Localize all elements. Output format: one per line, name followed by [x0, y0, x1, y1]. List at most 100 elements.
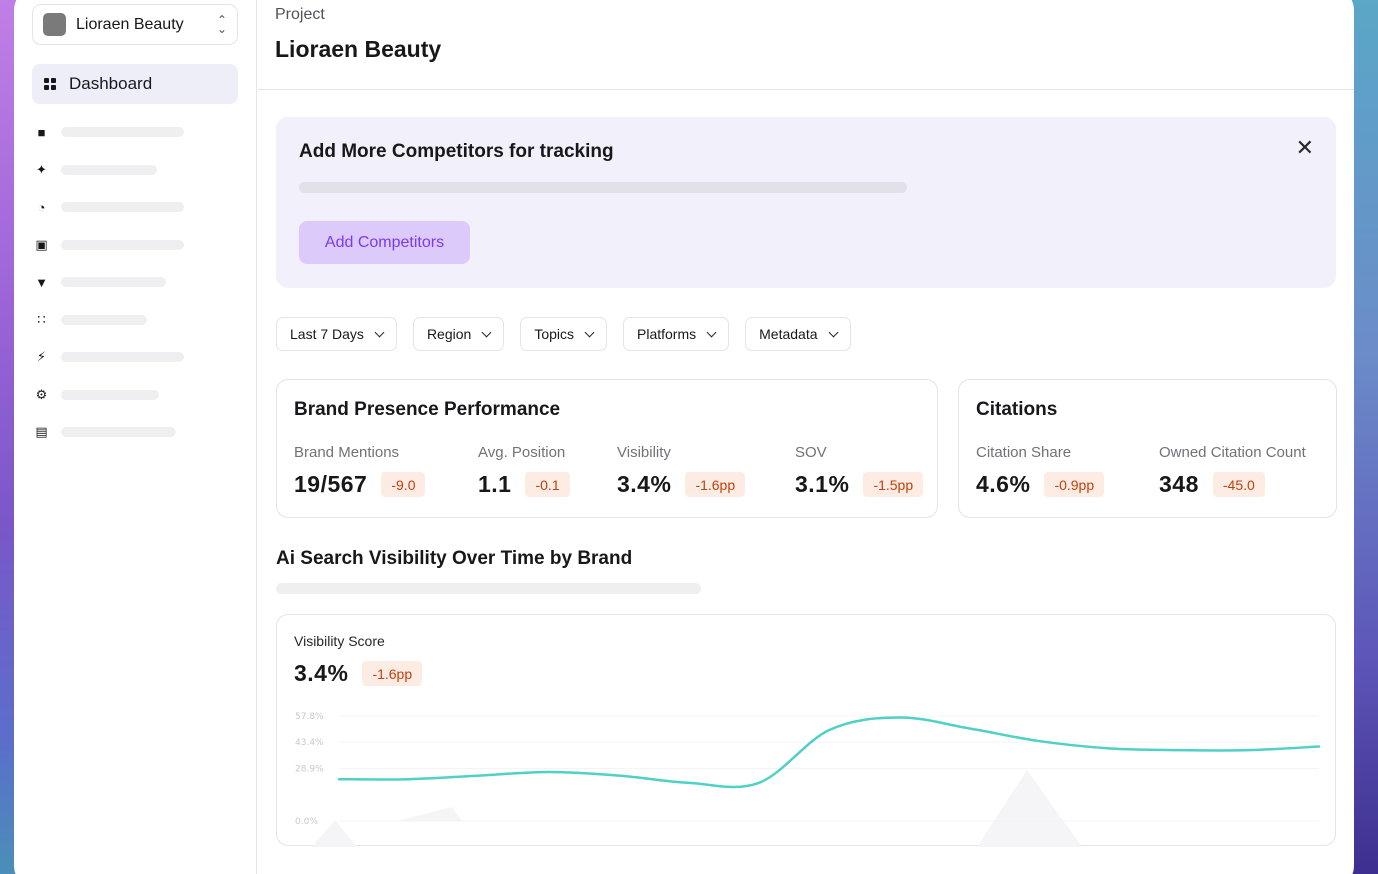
metric-value: 348: [1159, 471, 1199, 497]
y-tick-label: 0.0%: [295, 817, 318, 827]
chart-label: Visibility Score: [294, 633, 385, 649]
metric-value: 1.1: [478, 471, 512, 497]
sidebar-item[interactable]: ■: [34, 124, 184, 140]
banner-skeleton: [299, 182, 907, 193]
brand-presence-card: Brand Presence Performance Brand Mention…: [276, 379, 938, 518]
sidebar-item-skeleton: [61, 164, 157, 175]
sidebar-item-skeleton: [61, 314, 147, 325]
sidebar-item[interactable]: ⚡: [34, 349, 184, 365]
lightning-icon: ⚡: [36, 349, 47, 364]
delta-badge: -1.5pp: [863, 472, 924, 497]
metric-label: Owned Citation Count: [1159, 444, 1306, 461]
breadcrumb: Project: [275, 6, 325, 23]
sidebar: Lioraen Beauty ⌃ ⌄ Dashboard ■ ✦ ◔ ▣ ▼ ∷ ⚡ ⚙ ▤: [14, 0, 257, 874]
delta-badge: -45.0: [1212, 472, 1265, 497]
y-tick-label: 28.9%: [295, 765, 324, 775]
delta-badge: -0.1: [525, 472, 570, 497]
add-competitors-button[interactable]: Add Competitors: [299, 221, 470, 264]
metric-owned-citation-count: Owned Citation Count 348 -45.0: [1159, 444, 1306, 498]
competitors-banner: Add More Competitors for tracking Add Co…: [276, 117, 1336, 288]
background-shape: [397, 807, 462, 821]
filter-bar: Last 7 Days Region Topics Platforms Metadata: [276, 317, 851, 351]
filter-label: Metadata: [759, 326, 818, 342]
metric-label: Citation Share: [976, 444, 1072, 461]
card-title: Brand Presence Performance: [294, 399, 561, 420]
filter-label: Topics: [534, 326, 574, 342]
sidebar-item-skeleton: [61, 127, 184, 137]
sidebar-item[interactable]: ∷: [34, 312, 147, 328]
sidebar-item-skeleton: [61, 352, 184, 362]
filter-dropdown-platforms[interactable]: Platforms: [623, 317, 730, 351]
chart-value: 3.4%: [294, 660, 349, 686]
layout-icon: ▤: [35, 424, 48, 439]
citations-card: Citations Citation Share 4.6% -0.9pp Owned …: [958, 379, 1337, 518]
project-switcher[interactable]: Lioraen Beauty ⌃ ⌄: [32, 4, 238, 45]
filter-label: Region: [426, 326, 472, 342]
metric-label: Brand Mentions: [294, 444, 400, 461]
sidebar-item[interactable]: ▣: [34, 237, 184, 253]
section-title: Ai Search Visibility Over Time by Brand: [276, 548, 633, 569]
metric-label: Avg. Position: [478, 444, 566, 461]
delta-badge: -1.6pp: [362, 661, 423, 686]
metric-brand-mentions: Brand Mentions 19/567 -9.0: [294, 444, 426, 498]
project-name: Lioraen Beauty: [76, 15, 184, 33]
metric-value: 4.6%: [976, 471, 1031, 497]
metric-label: Visibility: [617, 444, 671, 461]
page-title: Lioraen Beauty: [275, 36, 442, 62]
chart-value-row: 3.4% -1.6pp: [294, 660, 423, 687]
background-shape: [977, 770, 1082, 847]
sidebar-item-dashboard[interactable]: Dashboard: [32, 64, 238, 104]
background-shape: [312, 820, 357, 847]
page-header: Project Lioraen Beauty: [258, 0, 1354, 90]
chevron-down-icon: [706, 327, 717, 337]
sidebar-item[interactable]: ⚙: [34, 387, 159, 403]
metric-visibility: Visibility 3.4% -1.6pp: [617, 444, 746, 498]
message-icon: ■: [37, 124, 46, 140]
metric-sov: SOV 3.1% -1.5pp: [795, 444, 924, 498]
delta-badge: -0.9pp: [1044, 472, 1105, 497]
chevron-down-icon: [828, 327, 838, 337]
project-avatar: [43, 13, 66, 36]
chevron-down-icon: [481, 327, 492, 337]
sidebar-item[interactable]: ✦: [34, 162, 157, 178]
close-icon[interactable]: ✕: [1295, 135, 1314, 160]
grid-icon: [44, 78, 56, 90]
delta-badge: -1.6pp: [685, 472, 746, 497]
visibility-chart-card: Visibility Score 3.4% -1.6pp 0.0% 28.9% 43…: [276, 614, 1336, 847]
section-skeleton: [276, 583, 701, 594]
sidebar-item-label: Dashboard: [69, 74, 153, 93]
filter-dropdown-region[interactable]: Region: [412, 317, 505, 351]
sidebar-item[interactable]: ▼: [34, 274, 166, 290]
chevron-down-icon: [584, 327, 595, 337]
y-tick-label: 57.8%: [295, 712, 324, 722]
visibility-line-chart: 0.0% 28.9% 43.4% 57.8%: [295, 712, 1321, 847]
magic-wand-icon: ✦: [36, 161, 47, 177]
main-content: Project Lioraen Beauty Add More Competit…: [258, 0, 1354, 874]
chevron-down-icon: [374, 327, 385, 337]
metric-avg-position: Avg. Position 1.1 -0.1: [478, 444, 570, 498]
y-tick-label: 43.4%: [295, 738, 324, 748]
series-line-0: [337, 716, 1321, 789]
sidebar-item-skeleton: [61, 202, 184, 212]
image-icon: ▣: [35, 236, 48, 252]
apps-icon: ∷: [37, 311, 46, 327]
sidebar-item-skeleton: [61, 239, 184, 250]
card-title: Citations: [976, 399, 1058, 420]
chevron-updown-icon: ⌃ ⌄: [216, 12, 227, 36]
metric-value: 3.1%: [795, 471, 850, 497]
metric-label: SOV: [795, 444, 827, 461]
sidebar-item-skeleton: [61, 427, 176, 437]
pie-chart-icon: ◔: [37, 199, 46, 215]
filter-dropdown-topics[interactable]: Topics: [520, 317, 607, 351]
sidebar-item-skeleton: [61, 389, 159, 400]
filter-label: Last 7 Days: [290, 326, 364, 342]
delta-badge: -9.0: [381, 472, 426, 497]
metric-value: 19/567: [294, 471, 368, 497]
filter-dropdown-metadata[interactable]: Metadata: [745, 317, 851, 351]
metric-citation-share: Citation Share 4.6% -0.9pp: [976, 444, 1105, 498]
sidebar-item[interactable]: ▤: [34, 424, 176, 440]
banner-title: Add More Competitors for tracking: [299, 141, 614, 162]
sidebar-item-skeleton: [61, 277, 166, 287]
sidebar-item[interactable]: ◔: [34, 199, 184, 215]
filter-dropdown-last-7-days[interactable]: Last 7 Days: [276, 317, 397, 351]
